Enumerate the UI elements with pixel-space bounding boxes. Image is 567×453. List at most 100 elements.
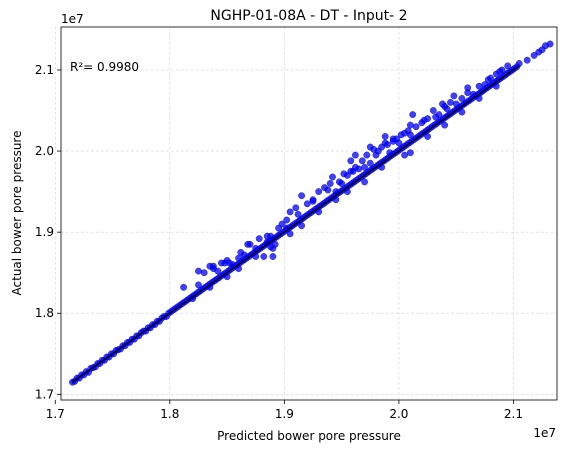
data-point — [389, 135, 397, 143]
data-point — [347, 167, 355, 175]
y-tick-label: 1.8 — [35, 306, 54, 320]
data-point — [409, 111, 417, 119]
data-point — [235, 254, 243, 262]
data-point — [195, 267, 202, 275]
r-squared-annotation: R²= 0.9980 — [70, 60, 139, 74]
data-point — [504, 62, 512, 70]
data-point — [209, 262, 217, 270]
x-tick-label: 2.1 — [504, 407, 523, 421]
data-point — [404, 127, 412, 135]
data-point — [298, 192, 305, 200]
data-point — [450, 92, 458, 100]
x-tick-label: 1.8 — [160, 407, 179, 421]
data-point — [458, 95, 466, 102]
data-point — [332, 188, 340, 196]
data-point — [475, 82, 483, 90]
x-axis-label: Predicted bower pore pressure — [217, 429, 401, 443]
data-point — [309, 197, 317, 205]
data-point — [439, 100, 446, 108]
data-point — [351, 151, 359, 159]
data-point — [492, 82, 500, 90]
x-tick-label: 1.7 — [46, 407, 65, 421]
data-point — [386, 149, 394, 157]
data-point — [366, 159, 374, 167]
data-point — [363, 151, 371, 159]
data-point — [443, 105, 451, 113]
data-point — [447, 99, 454, 106]
data-point — [464, 84, 472, 92]
y-tick-label: 1.7 — [35, 387, 54, 401]
data-point — [315, 188, 323, 196]
data-point — [329, 173, 336, 181]
x-tick-label: 1.9 — [275, 407, 294, 421]
data-point — [361, 178, 368, 186]
y-axis-label: Actual bower pore pressure — [10, 131, 24, 296]
data-point — [286, 230, 294, 238]
data-point — [269, 253, 277, 260]
data-point — [361, 163, 368, 171]
data-point — [260, 253, 268, 260]
data-point — [515, 60, 523, 67]
y-axis-ticks: 1.7 1.8 1.9 2.0 2.1 — [35, 63, 61, 401]
data-point — [384, 141, 391, 149]
data-point — [286, 208, 294, 216]
data-point — [324, 186, 332, 194]
data-point — [343, 188, 351, 196]
data-point — [283, 216, 291, 224]
data-point — [244, 240, 252, 248]
data-point — [303, 200, 311, 208]
data-point — [340, 170, 348, 178]
data-point — [358, 157, 366, 165]
data-point — [200, 269, 208, 277]
data-point — [406, 149, 414, 157]
data-point — [496, 68, 504, 76]
data-point — [424, 133, 431, 140]
grid — [54, 27, 557, 400]
y-tick-label: 2.1 — [35, 63, 54, 77]
data-point — [475, 95, 483, 102]
data-point — [481, 81, 489, 89]
data-point — [401, 151, 408, 159]
data-point — [458, 108, 466, 116]
chart-title: NGHP-01-08A - DT - Input- 2 — [210, 8, 407, 24]
data-point — [278, 220, 286, 228]
y-tick-label: 2.0 — [35, 144, 54, 158]
data-point — [255, 235, 263, 243]
data-point — [335, 178, 343, 186]
data-point — [530, 52, 538, 59]
data-point — [546, 40, 554, 48]
data-point — [452, 100, 460, 108]
data-point — [351, 163, 359, 171]
data-point — [406, 121, 414, 129]
data-point — [484, 76, 492, 84]
fit-line — [72, 65, 520, 383]
data-point — [412, 123, 420, 131]
y-offset-label: 1e7 — [61, 12, 84, 26]
data-point — [432, 113, 439, 121]
data-point — [225, 259, 233, 267]
data-point — [237, 248, 245, 256]
x-axis-ticks: 1.7 1.8 1.9 2.0 2.1 — [46, 400, 523, 421]
data-point — [195, 281, 202, 289]
y-tick-label: 1.9 — [35, 225, 54, 239]
data-point — [523, 56, 531, 64]
data-point — [441, 121, 449, 129]
data-point — [420, 116, 428, 124]
data-point — [298, 222, 305, 230]
data-point — [381, 133, 389, 140]
data-point — [326, 180, 334, 187]
data-point — [267, 232, 274, 240]
plot-frame — [60, 26, 558, 401]
x-offset-label: 1e7 — [533, 426, 556, 440]
data-point — [366, 143, 374, 151]
data-point — [267, 243, 274, 251]
data-point — [395, 139, 403, 147]
x-tick-label: 2.0 — [389, 407, 408, 421]
fit-line-layer — [72, 65, 520, 383]
data-point — [347, 157, 355, 165]
data-point — [294, 210, 302, 218]
data-point — [292, 204, 300, 212]
data-point — [429, 107, 437, 114]
